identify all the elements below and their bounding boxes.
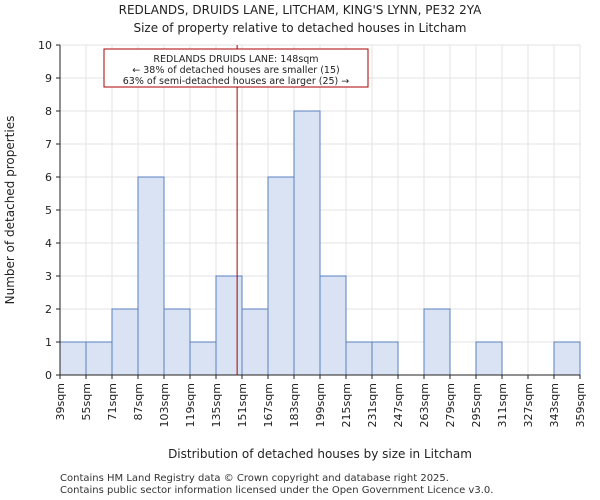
- y-tick-label-0: 0: [45, 369, 52, 382]
- bar-71sqm: [111, 308, 139, 376]
- y-tick-label-4: 4: [45, 237, 52, 250]
- x-tick-label-263sqm: 263sqm: [418, 383, 431, 427]
- annotation-line3: 63% of semi-detached houses are larger (…: [123, 76, 350, 87]
- y-tick-label-1: 1: [45, 336, 52, 349]
- y-tick-label-6: 6: [45, 171, 52, 184]
- y-tick-label-9: 9: [45, 72, 52, 85]
- x-tick-labels: 39sqm 55sqm 71sqm 87sqm 103sqm 119sqm 135sqm 15…: [54, 383, 587, 427]
- x-tick-label-151sqm: 151sqm: [236, 383, 249, 427]
- bar-39sqm: [59, 341, 87, 376]
- bars: [59, 110, 581, 376]
- x-tick-label-311sqm: 311sqm: [496, 383, 509, 427]
- x-tick-label-215sqm: 215sqm: [340, 383, 353, 427]
- annotation-box: REDLANDS DRUIDS LANE: 148sqm ← 38% of de…: [103, 48, 369, 88]
- chart-title-line2: Size of property relative to detached ho…: [133, 21, 466, 35]
- x-tick-label-231sqm: 231sqm: [366, 383, 379, 427]
- bar-183sqm: [293, 110, 321, 376]
- footer-line1: Contains HM Land Registry data © Crown c…: [60, 473, 449, 484]
- x-axis-label: Distribution of detached houses by size …: [168, 447, 472, 461]
- x-tick-label-167sqm: 167sqm: [262, 383, 275, 427]
- x-tick-label-183sqm: 183sqm: [288, 383, 301, 427]
- annotation-line1: REDLANDS DRUIDS LANE: 148sqm: [153, 54, 318, 65]
- x-tick-label-39sqm: 39sqm: [54, 383, 67, 420]
- x-tick-label-55sqm: 55sqm: [80, 383, 93, 420]
- footer-line2: Contains public sector information licen…: [60, 485, 494, 496]
- axes: [56, 44, 581, 379]
- x-tick-label-343sqm: 343sqm: [548, 383, 561, 427]
- bar-87sqm: [137, 176, 165, 376]
- bar-295sqm: [475, 341, 503, 376]
- x-tick-label-327sqm: 327sqm: [522, 383, 535, 427]
- y-tick-labels: 0 1 2 3 4 5 6 7 8 9 10: [38, 39, 52, 382]
- y-tick-label-2: 2: [45, 303, 52, 316]
- bar-167sqm: [267, 176, 295, 376]
- x-tick-label-359sqm: 359sqm: [574, 383, 587, 427]
- y-tick-label-5: 5: [45, 204, 52, 217]
- x-tick-label-87sqm: 87sqm: [132, 383, 145, 420]
- annotation-line2: ← 38% of detached houses are smaller (15…: [132, 65, 339, 76]
- y-tick-label-3: 3: [45, 270, 52, 283]
- x-tick-label-71sqm: 71sqm: [106, 383, 119, 420]
- y-axis-label: Number of detached properties: [3, 116, 17, 305]
- x-tick-label-199sqm: 199sqm: [314, 383, 327, 427]
- bar-263sqm: [423, 308, 451, 376]
- y-tick-label-10: 10: [38, 39, 52, 52]
- bar-135sqm: [215, 275, 243, 376]
- bar-199sqm: [319, 275, 347, 376]
- bar-343sqm: [553, 341, 581, 376]
- bar-231sqm: [371, 341, 399, 376]
- bar-215sqm: [345, 341, 373, 376]
- chart-title-line1: REDLANDS, DRUIDS LANE, LITCHAM, KING'S L…: [119, 3, 483, 17]
- bar-119sqm: [189, 341, 217, 376]
- x-tick-label-295sqm: 295sqm: [470, 383, 483, 427]
- x-tick-label-279sqm: 279sqm: [444, 383, 457, 427]
- x-tick-label-135sqm: 135sqm: [210, 383, 223, 427]
- bar-55sqm: [85, 341, 113, 376]
- annotation-frame: [103, 48, 369, 88]
- x-tick-label-119sqm: 119sqm: [184, 383, 197, 427]
- x-tick-label-247sqm: 247sqm: [392, 383, 405, 427]
- x-tick-label-103sqm: 103sqm: [158, 383, 171, 427]
- y-tick-label-7: 7: [45, 138, 52, 151]
- y-tick-label-8: 8: [45, 105, 52, 118]
- bar-103sqm: [163, 308, 191, 376]
- bar-151sqm: [241, 308, 269, 376]
